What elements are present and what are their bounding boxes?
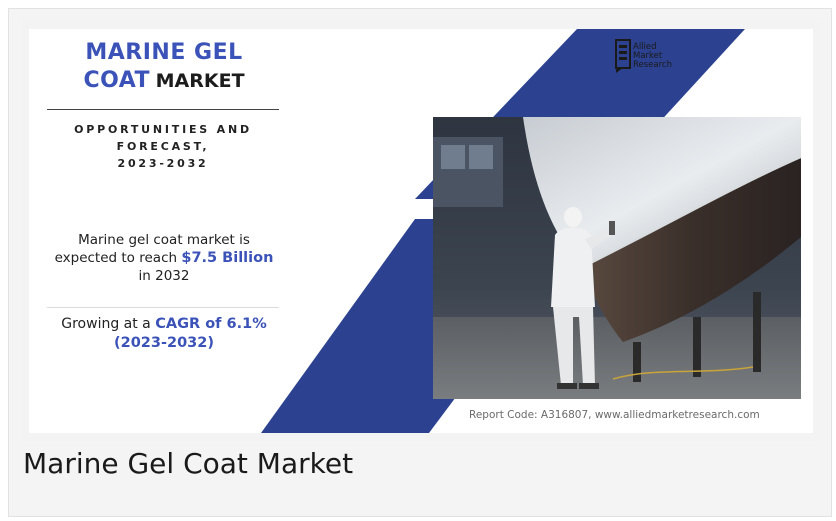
stat1-line-3: in 2032: [138, 268, 190, 284]
figure-page: MARINE GEL COAT MARKET OPPORTUNITIES AND…: [8, 8, 832, 517]
cagr-period: (2023-2032): [114, 335, 214, 351]
stat-divider: [47, 307, 279, 308]
market-infographic[interactable]: MARINE GEL COAT MARKET OPPORTUNITIES AND…: [29, 29, 813, 433]
allied-market-research-logo: Allied Market Research: [615, 39, 695, 75]
cagr-highlight: CAGR of 6.1%: [155, 316, 267, 332]
infographic-subtitle: OPPORTUNITIES AND FORECAST, 2023-2032: [47, 121, 279, 172]
report-code: Report Code: A316807, www.alliedmarketre…: [469, 409, 760, 421]
logo-line-3: Research: [633, 60, 672, 70]
subtitle-line-1: OPPORTUNITIES AND: [74, 123, 252, 136]
stat1-line-1: Marine gel coat market is: [78, 232, 250, 248]
title-line-1: MARINE GEL: [85, 40, 243, 65]
market-value-stat: Marine gel coat market is expected to re…: [39, 231, 289, 285]
title-divider: [47, 109, 279, 110]
logo-line-1: Allied: [633, 42, 657, 52]
logo-mark-icon: [615, 39, 631, 73]
worker-spraying-boat-hull-photo: [433, 117, 801, 399]
logo-line-2: Market: [633, 51, 663, 61]
stat1-prefix: expected to reach: [54, 250, 178, 266]
subtitle-line-3: 2023-2032: [117, 157, 209, 170]
cagr-stat: Growing at a CAGR of 6.1% (2023-2032): [39, 315, 289, 353]
stat2-prefix: Growing at a: [61, 316, 151, 332]
infographic-title: MARINE GEL COAT MARKET: [39, 39, 289, 96]
title-accent-word: COAT: [83, 68, 151, 93]
market-value-highlight: $7.5 Billion: [181, 250, 274, 266]
figure-caption: Marine Gel Coat Market: [23, 447, 354, 480]
figure-frame: MARINE GEL COAT MARKET OPPORTUNITIES AND…: [21, 21, 821, 441]
title-dark-word: MARKET: [155, 70, 245, 92]
subtitle-line-2: FORECAST,: [116, 140, 210, 153]
logo-text: Allied Market Research: [633, 43, 672, 70]
